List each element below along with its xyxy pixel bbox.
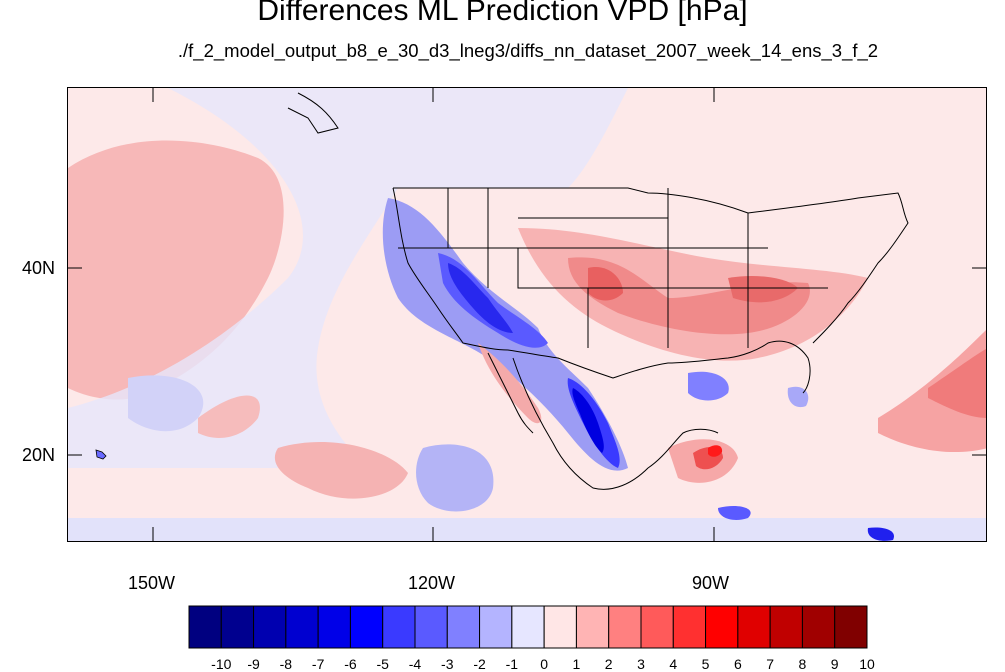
- colorbar-tick-label: 1: [572, 656, 581, 672]
- axis-ticks: [67, 87, 987, 542]
- colorbar-swatch: [317, 605, 351, 649]
- colorbar-tick-label: 4: [669, 656, 678, 672]
- colorbar-tick-label: 5: [701, 656, 710, 672]
- lat-label-20n: 20N: [22, 445, 56, 465]
- colorbar-tick-label: 10: [859, 656, 875, 672]
- map-plot-area: [67, 87, 987, 542]
- colorbar-swatch: [479, 605, 513, 649]
- colorbar-tick-label: 2: [604, 656, 613, 672]
- colorbar-tick-label: 9: [830, 656, 839, 672]
- colorbar-swatch: [769, 605, 803, 649]
- colorbar-tick-label: -5: [376, 656, 389, 672]
- colorbar-swatch: [608, 605, 642, 649]
- colorbar-tick-label: 0: [540, 656, 549, 672]
- colorbar-swatch: [349, 605, 384, 649]
- colorbar-tick-label: 7: [766, 656, 775, 672]
- colorbar-tick-label: -8: [279, 656, 293, 672]
- colorbar-swatch: [672, 605, 707, 649]
- colorbar-swatch: [220, 605, 255, 649]
- colorbar-swatch: [382, 605, 416, 649]
- colorbar-swatch: [801, 605, 836, 649]
- lon-label-90w: 90W: [692, 573, 730, 593]
- colorbar-tick-label: -6: [344, 656, 357, 672]
- colorbar-swatch: [511, 605, 545, 649]
- map-subtitle: ./f_2_model_output_b8_e_30_d3_lneg3/diff…: [177, 40, 879, 61]
- colorbar-swatch: [446, 605, 481, 649]
- colorbar-swatch: [640, 605, 674, 649]
- colorbar-tick-label: -7: [311, 656, 325, 672]
- colorbar-swatch: [575, 605, 610, 649]
- map-title: Differences ML Prediction VPD [hPa]: [257, 0, 748, 27]
- colorbar-tick-label: -3: [441, 656, 454, 672]
- colorbar-swatch: [285, 605, 319, 649]
- colorbar-tick-label: 3: [637, 656, 645, 672]
- colorbar-tick-label: -1: [505, 656, 519, 672]
- colorbar-tick-label: 6: [733, 656, 742, 672]
- colorbar-tick-label: 8: [798, 656, 807, 672]
- colorbar: [188, 605, 868, 649]
- colorbar-swatch: [188, 605, 222, 649]
- lat-label-40n: 40N: [22, 258, 56, 278]
- lon-label-150w: 150W: [128, 573, 176, 593]
- colorbar-swatch: [253, 605, 287, 649]
- colorbar-tick-label: -10: [211, 656, 232, 672]
- colorbar-tick-label: -2: [473, 656, 486, 672]
- colorbar-tick-label: -9: [247, 656, 260, 672]
- colorbar-swatch: [834, 605, 868, 649]
- lon-label-120w: 120W: [408, 573, 456, 593]
- colorbar-tick-label: -4: [408, 656, 422, 672]
- colorbar-swatch: [543, 605, 577, 649]
- colorbar-swatch: [705, 605, 739, 649]
- difference-field: [68, 88, 986, 541]
- colorbar-swatch: [737, 605, 771, 649]
- colorbar-swatch: [414, 605, 448, 649]
